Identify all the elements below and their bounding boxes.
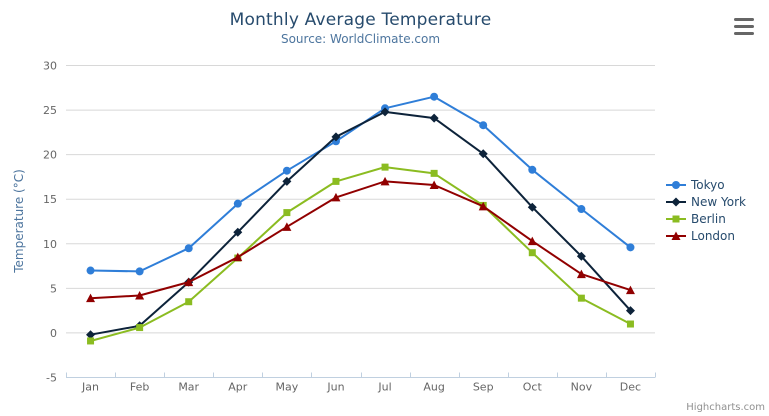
y-axis-label: 15 [43,193,57,206]
square-marker-icon [666,215,686,223]
hamburger-icon[interactable] [733,17,757,36]
data-point-marker[interactable] [671,231,681,241]
data-point-marker[interactable] [332,177,340,185]
legend-item-london[interactable]: London [666,228,746,244]
x-axis-label: Nov [571,381,593,394]
y-axis-label: 5 [50,282,57,295]
hamburger-bar [734,18,754,21]
x-axis-label: May [276,381,299,394]
x-axis-label: Dec [620,381,641,394]
data-point-marker[interactable] [233,252,243,262]
hamburger-bar [734,32,754,35]
legend-item-new-york[interactable]: New York [666,194,746,210]
legend-label: Tokyo [691,178,725,192]
data-point-marker[interactable] [380,176,390,186]
y-axis-label: 10 [43,238,57,251]
legend: Tokyo New York Berlin London [666,177,746,245]
x-axis-label: Jul [377,381,391,394]
data-point-marker[interactable] [576,251,586,261]
data-point-marker[interactable] [429,180,439,189]
x-axis-label: Sep [473,381,494,394]
data-point-marker[interactable] [478,149,488,159]
data-point-marker[interactable] [478,201,488,211]
data-point-marker[interactable] [282,176,292,186]
triangle-marker-icon [666,231,686,241]
legend-item-berlin[interactable]: Berlin [666,211,746,227]
chart-title: Monthly Average Temperature [229,10,492,30]
data-point-marker[interactable] [86,293,96,303]
data-point-marker[interactable] [283,209,291,217]
legend-item-tokyo[interactable]: Tokyo [666,177,746,193]
series-line[interactable] [89,166,632,342]
data-point-marker[interactable] [282,166,291,175]
x-axis-label: Oct [523,381,543,394]
series-line[interactable] [89,110,632,336]
data-point-marker[interactable] [136,324,144,332]
data-point-marker[interactable] [86,330,96,340]
y-axis-label: 20 [43,149,57,162]
data-point-marker[interactable] [135,290,145,300]
x-axis-label: Aug [423,381,444,394]
data-point-marker[interactable] [429,113,439,123]
legend-label: London [691,229,735,243]
y-axis-label: 30 [43,60,57,73]
data-point-marker[interactable] [527,236,537,246]
data-point-marker[interactable] [576,269,586,279]
legend-label: Berlin [691,212,726,226]
data-point-marker[interactable] [528,249,536,257]
data-point-marker[interactable] [233,227,243,237]
y-axis-label: 25 [43,104,57,117]
data-point-marker[interactable] [577,294,585,302]
y-axis-label: -5 [46,372,57,385]
data-point-marker[interactable] [184,244,193,253]
data-point-marker[interactable] [87,337,95,345]
x-axis-label: Feb [130,381,149,394]
x-axis-label: Apr [228,381,248,394]
data-point-marker[interactable] [577,205,586,214]
data-point-marker[interactable] [528,165,537,174]
series-tokyo[interactable] [86,92,635,276]
x-axis-label: Mar [178,381,199,394]
data-point-marker[interactable] [430,169,438,177]
data-point-marker[interactable] [331,132,341,142]
data-point-marker[interactable] [527,202,537,212]
series-london[interactable] [86,176,635,303]
data-point-marker[interactable] [626,243,635,252]
data-point-marker[interactable] [233,199,242,208]
data-point-marker[interactable] [282,222,292,231]
y-axis-title: Temperature (°C) [12,169,26,273]
data-point-marker[interactable] [380,107,390,117]
x-axis-label: Jan [81,381,99,394]
data-point-marker[interactable] [185,298,193,306]
hamburger-bar [734,25,754,28]
data-point-marker[interactable] [672,181,680,189]
diamond-marker-icon [666,197,686,207]
data-point-marker[interactable] [430,92,439,101]
data-point-marker[interactable] [626,320,634,328]
data-point-marker[interactable] [671,197,681,207]
data-point-marker[interactable] [331,192,341,202]
credits-link[interactable]: Highcharts.com [686,402,765,413]
data-point-marker[interactable] [381,163,389,171]
chart-subtitle: Source: WorldClimate.com [280,32,441,46]
circle-marker-icon [666,181,686,189]
series-line[interactable] [89,95,632,273]
series-line[interactable] [89,180,632,300]
data-point-marker[interactable] [672,215,680,223]
legend-label: New York [691,195,746,209]
data-point-marker[interactable] [86,266,95,275]
x-axis-label: Jun [326,381,344,394]
data-point-marker[interactable] [625,306,635,316]
data-point-marker[interactable] [184,277,194,287]
data-point-marker[interactable] [479,121,488,130]
y-axis-label: 0 [50,327,57,340]
data-point-marker[interactable] [135,267,144,276]
data-point-marker[interactable] [625,285,635,295]
series-new-york[interactable] [86,107,635,340]
